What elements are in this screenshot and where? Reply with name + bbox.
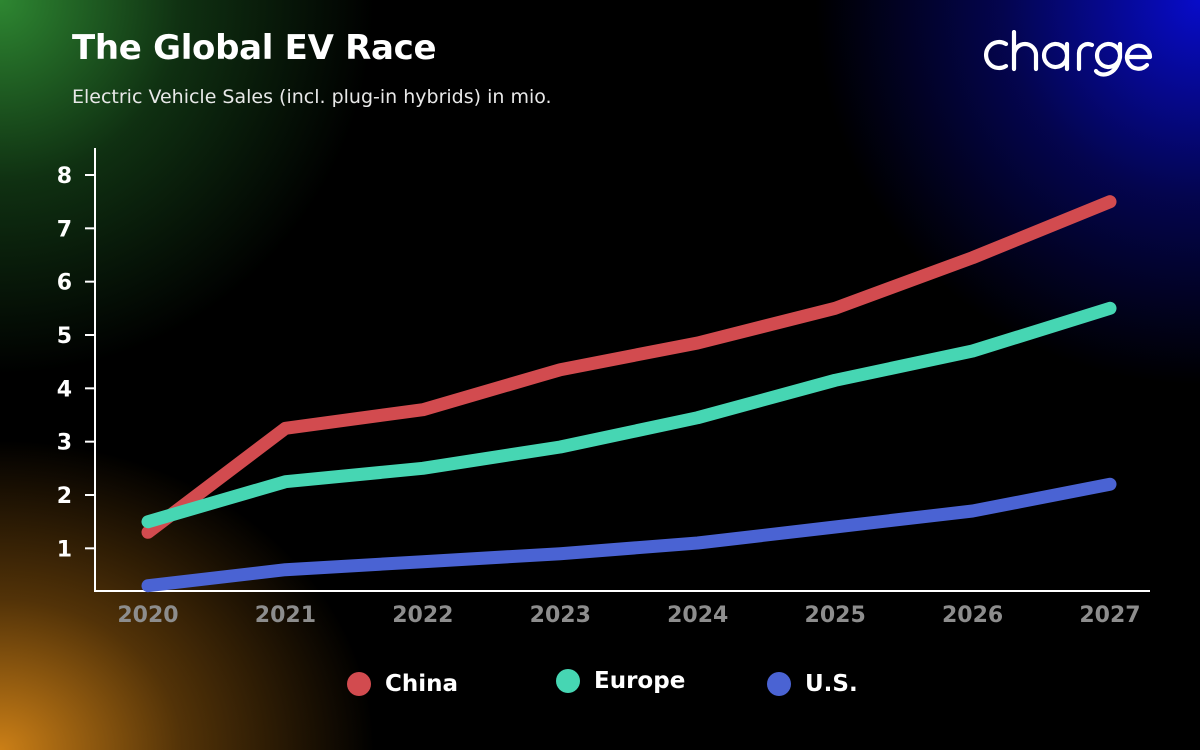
- x-axis-ticks: 2020 2021 2022 2023 2024 2025 2026 2027: [117, 603, 1140, 628]
- charge-logo-wordmark: [984, 29, 1153, 77]
- charge-logo: [984, 29, 1154, 82]
- y-tick-label: 6: [57, 271, 72, 296]
- legend-item-europe: Europe: [556, 668, 685, 694]
- y-tick-label: 7: [57, 217, 72, 242]
- chart-title: The Global EV Race: [72, 28, 437, 68]
- legend-label: China: [385, 671, 459, 697]
- x-tick-label: 2022: [392, 603, 453, 628]
- y-tick-label: 4: [57, 377, 72, 402]
- series-line-china: [141, 195, 1117, 539]
- legend-label: U.S.: [805, 671, 858, 697]
- legend-item-china: China: [347, 671, 458, 697]
- legend-item-u-s: U.S.: [767, 671, 858, 697]
- y-axis-ticks: 1 2 3 4 5 6 7 8: [57, 164, 95, 562]
- legend-swatch: [767, 672, 791, 696]
- y-tick-label: 1: [57, 537, 72, 562]
- y-tick-label: 5: [57, 324, 72, 349]
- series-line-europe: [141, 301, 1117, 529]
- x-tick-label: 2020: [117, 603, 178, 628]
- y-tick-label: 2: [57, 484, 72, 509]
- chart-subtitle: Electric Vehicle Sales (incl. plug-in hy…: [72, 86, 552, 108]
- legend-swatch: [556, 669, 580, 693]
- x-tick-label: 2024: [667, 603, 728, 628]
- y-tick-label: 8: [57, 164, 72, 189]
- x-tick-label: 2026: [942, 603, 1003, 628]
- series-line-u-s: [141, 477, 1117, 593]
- x-tick-label: 2027: [1079, 603, 1140, 628]
- x-tick-label: 2021: [255, 603, 316, 628]
- series-lines: [141, 195, 1117, 593]
- x-tick-label: 2023: [530, 603, 591, 628]
- x-tick-label: 2025: [805, 603, 866, 628]
- legend-label: Europe: [594, 668, 686, 694]
- y-tick-label: 3: [57, 431, 72, 456]
- legend-swatch: [347, 672, 371, 696]
- chart-legend: China Europe U.S.: [0, 668, 1200, 712]
